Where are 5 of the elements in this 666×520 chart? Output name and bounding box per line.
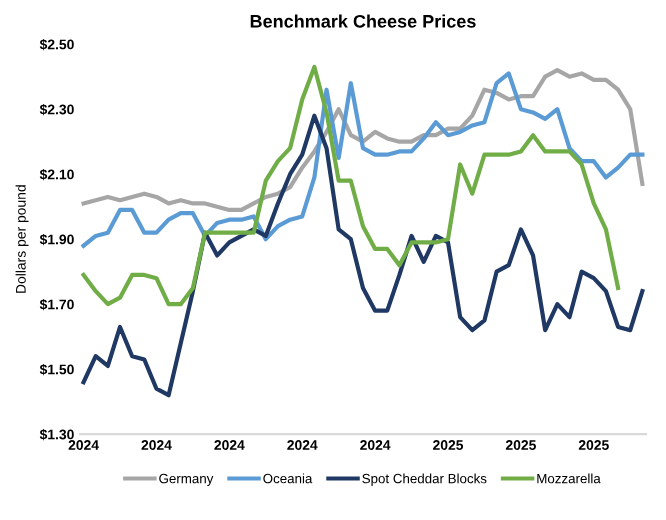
line-series	[81, 71, 645, 248]
line-series	[81, 68, 645, 213]
line-series	[81, 64, 621, 307]
chart-title: Benchmark Cheese Prices	[250, 14, 476, 28]
line-series	[81, 113, 645, 398]
